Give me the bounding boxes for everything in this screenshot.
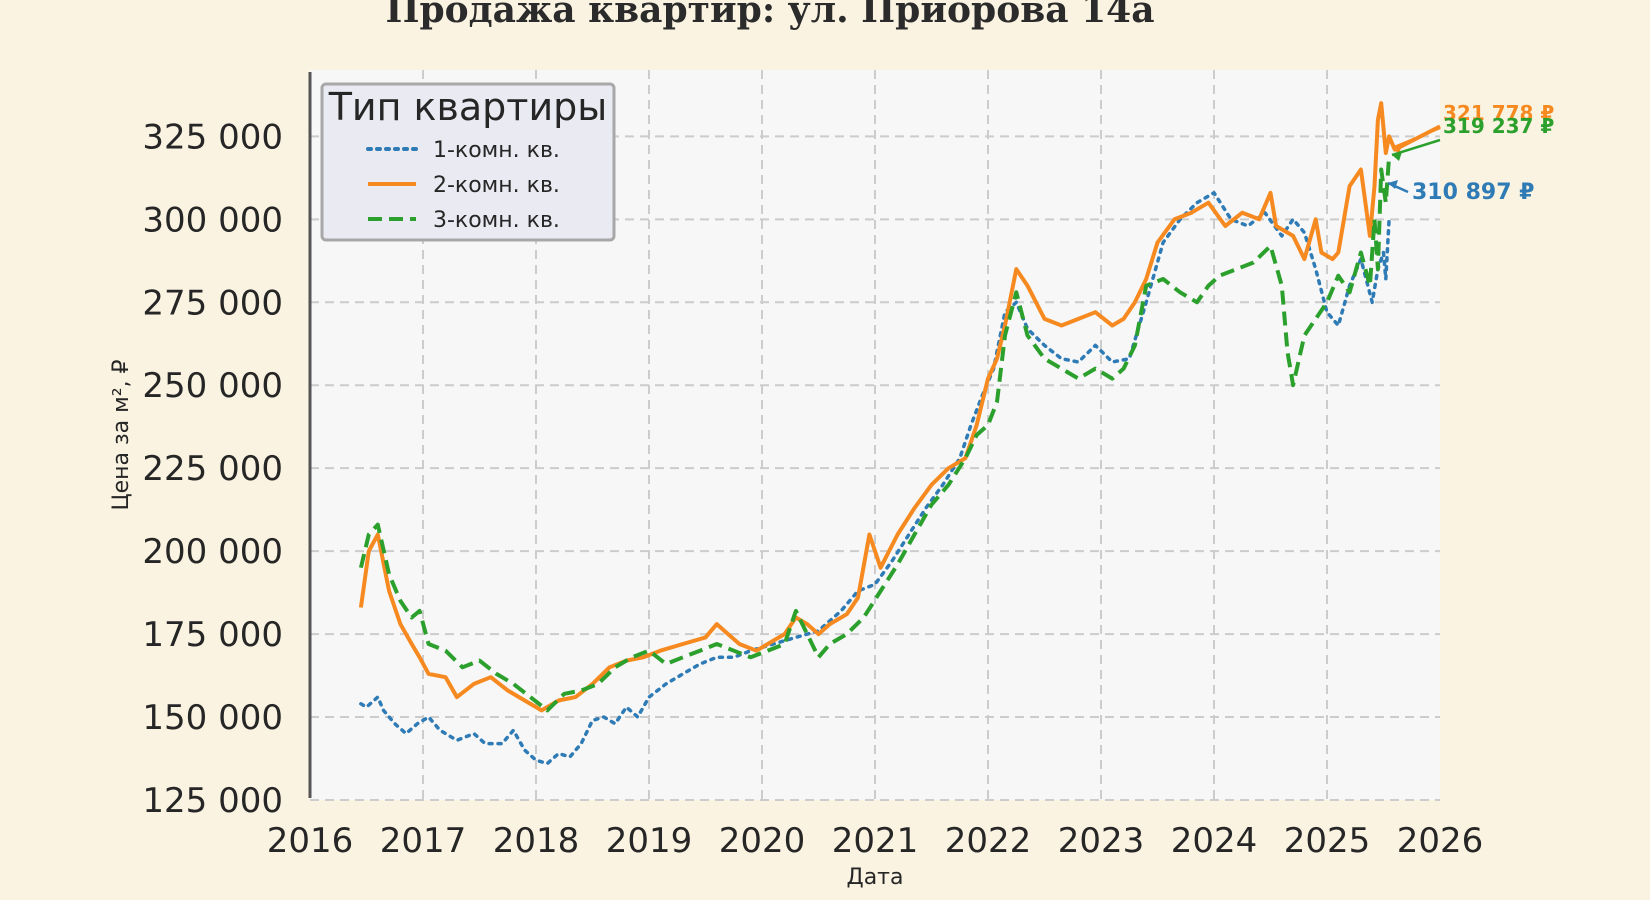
legend: Тип квартиры 1-комн. кв. 2-комн. кв. 3-ком… (320, 82, 616, 242)
y-tick-label: 125 000 (142, 781, 283, 821)
end-label-arrow (1391, 126, 1441, 150)
x-tick-label: 2016 (267, 821, 354, 861)
end-labels: 310 897 ₽ 321 778 ₽319 237 ₽ (1387, 101, 1554, 205)
legend-items: 1-комн. кв. 2-комн. кв. 3-комн. кв. (366, 138, 560, 233)
x-tick-label: 2025 (1284, 821, 1371, 861)
series-layer (358, 101, 1441, 766)
x-tick-label: 2020 (719, 821, 806, 861)
end-label-arrowhead (1388, 180, 1398, 189)
end-label-arrowhead (1392, 152, 1402, 161)
y-tick-label: 150 000 (142, 698, 283, 738)
series-line-3 (358, 156, 1392, 713)
end-label-2: 321 778 ₽ (1443, 101, 1554, 125)
legend-label-1: 1-комн. кв. (433, 138, 560, 163)
y-tick-label: 275 000 (142, 283, 283, 323)
end-label-3: 319 237 ₽ (1443, 114, 1554, 138)
y-tick-label: 200 000 (142, 532, 283, 572)
x-axis-label: Дата (847, 865, 904, 890)
legend-title: Тип квартиры (328, 85, 608, 129)
x-tick-label: 2024 (1171, 821, 1258, 861)
legend-label-3: 3-комн. кв. (433, 208, 560, 233)
y-tick-label: 250 000 (142, 366, 283, 406)
series-line-1 (359, 191, 1391, 766)
x-ticks: 2016 2017 2018 2019 2020 2021 2022 2023 2024 2025… (267, 821, 1484, 861)
x-tick-label: 2022 (945, 821, 1032, 861)
legend-box (320, 82, 616, 242)
x-tick-label: 2019 (606, 821, 693, 861)
series-line-2 (358, 101, 1441, 713)
end-label-arrow (1391, 138, 1441, 157)
chart-title: Продажа квартир: ул. Приорова 14а (385, 0, 1154, 31)
x-tick-label: 2017 (380, 821, 467, 861)
y-tick-label: 175 000 (142, 615, 283, 655)
legend-label-2: 2-комн. кв. (433, 173, 560, 198)
y-axis-label: Цена за м², ₽ (109, 359, 134, 510)
x-tick-label: 2026 (1397, 821, 1484, 861)
x-tick-label: 2023 (1058, 821, 1145, 861)
x-tick-label: 2018 (493, 821, 580, 861)
end-label-1: 310 897 ₽ (1412, 180, 1534, 205)
y-tick-label: 325 000 (142, 117, 283, 157)
y-ticks: 125 000 150 000 175 000 200 000 225 000 250 0… (142, 117, 283, 821)
y-tick-label: 225 000 (142, 449, 283, 489)
x-tick-label: 2021 (832, 821, 919, 861)
y-tick-label: 300 000 (142, 200, 283, 240)
